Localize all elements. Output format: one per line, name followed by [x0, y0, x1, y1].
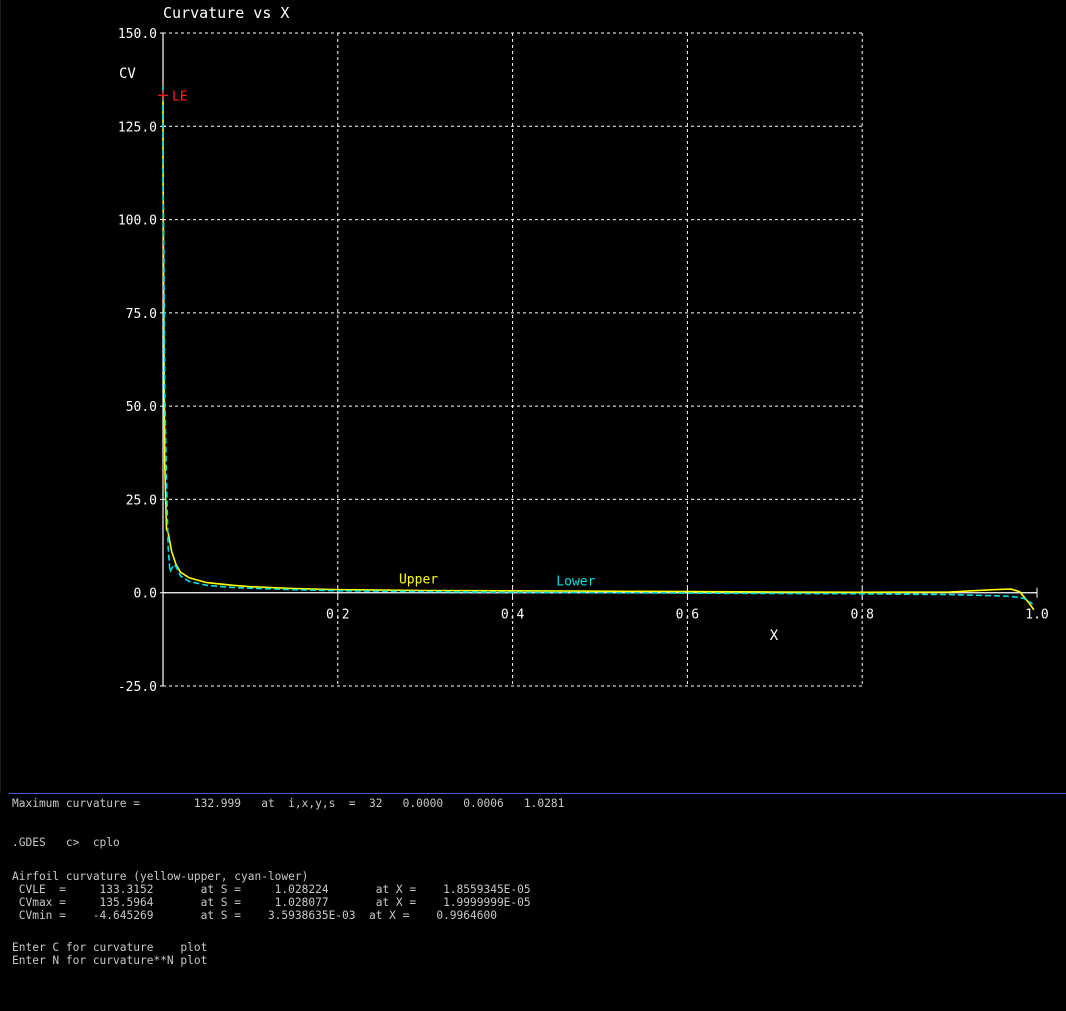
series-line-lower — [162, 86, 1034, 605]
console-line: Maximum curvature = 132.999 at i,x,y,s =… — [12, 797, 565, 810]
y-tick-label: 75.0 — [126, 307, 157, 322]
y-tick-label: 50.0 — [126, 400, 157, 415]
curvature-chart: 150.0 125.0 100.0 75.0 50.0 25.0 0.0 -25.0 0.2 0.… — [118, 4, 1049, 695]
y-tick-label: -25.0 — [118, 680, 157, 695]
series-line-upper — [162, 95, 1035, 611]
chart-title: Curvature vs X — [163, 4, 289, 22]
console-line: CVmax = 135.5964 at S = 1.028077 at X = … — [12, 896, 531, 909]
x-axis-label: X — [770, 628, 779, 644]
console-line: CVLE = 133.3152 at S = 1.028224 at X = 1… — [12, 883, 531, 896]
y-tick-label: 25.0 — [126, 493, 157, 508]
y-tick-label: 0.0 — [134, 587, 157, 602]
y-tick-label: 100.0 — [118, 214, 157, 229]
x-tick-label: 1.0 — [1025, 608, 1048, 623]
x-tick-label: 0.2 — [326, 608, 349, 623]
console-line: Enter N for curvature**N plot — [12, 954, 208, 967]
label-layer: 150.0 125.0 100.0 75.0 50.0 25.0 0.0 -25.0 0.2 0.… — [118, 4, 1049, 695]
console-line: Enter C for curvature plot — [12, 941, 208, 954]
series-label-lower: Lower — [556, 574, 595, 589]
console-line: .GDES c> cplo — [12, 836, 120, 849]
x-tick-label: 0.6 — [676, 608, 699, 623]
x-tick-label: 0.4 — [501, 608, 525, 623]
y-tick-label: 150.0 — [118, 27, 157, 42]
le-label: LE — [172, 89, 188, 104]
y-axis-label: CV — [119, 66, 136, 82]
console-line: CVmin = -4.645269 at S = 3.5938635E-03 a… — [12, 909, 497, 922]
console-line: Airfoil curvature (yellow-upper, cyan-lo… — [12, 870, 309, 883]
x-tick-label: 0.8 — [850, 608, 873, 623]
y-tick-label: 125.0 — [118, 120, 157, 135]
grid-layer — [163, 32, 863, 687]
console-panel: Maximum curvature = 132.999 at i,x,y,s =… — [0, 794, 1066, 1011]
series-label-upper: Upper — [399, 572, 438, 587]
series-layer — [162, 86, 1035, 611]
window-divider — [9, 793, 1066, 794]
plot-window: 150.0 125.0 100.0 75.0 50.0 25.0 0.0 -25.0 0.2 0.… — [0, 0, 1049, 793]
